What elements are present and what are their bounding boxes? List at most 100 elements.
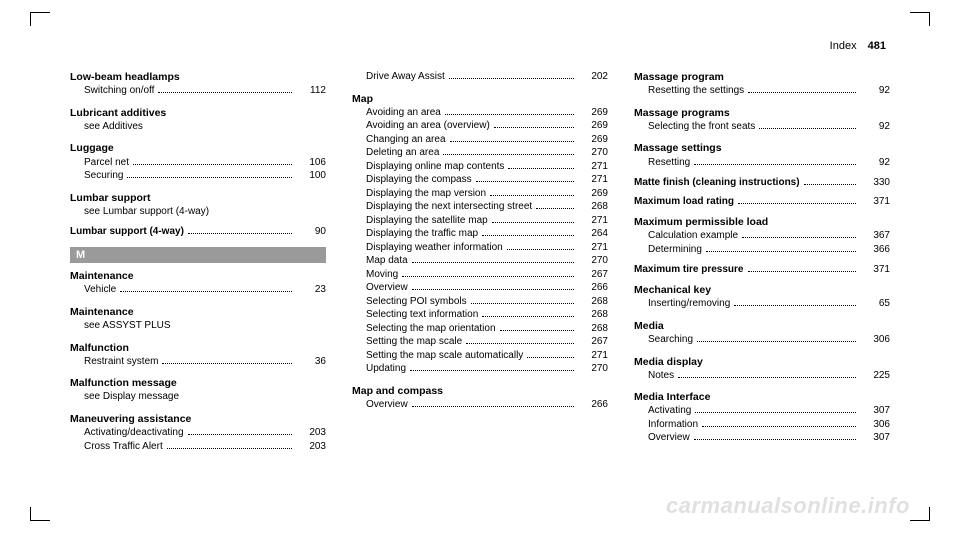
index-topic: Low-beam headlamps	[70, 70, 326, 84]
entry-label: Maximum load rating	[634, 196, 734, 207]
index-subentry: Displaying the next intersecting street2…	[352, 200, 608, 214]
entry-label: Deleting an area	[366, 146, 439, 160]
entry-label: Displaying the next intersecting street	[366, 200, 532, 214]
entry-label: Displaying the satellite map	[366, 214, 488, 228]
index-subentry: Displaying the compass271	[352, 173, 608, 187]
leader-dots	[476, 181, 574, 182]
entry-label: Selecting the map orientation	[366, 322, 496, 336]
entry-label: Matte finish (cleaning instructions)	[634, 177, 800, 188]
index-subentry: Activating307	[634, 404, 890, 418]
gap	[634, 207, 890, 215]
entry-page: 268	[578, 308, 608, 322]
leader-dots	[120, 291, 292, 292]
gap	[352, 84, 608, 92]
index-see-ref: see Additives	[70, 120, 326, 134]
column-2: Drive Away Assist202MapAvoiding an area2…	[352, 70, 608, 453]
entry-page: 367	[860, 229, 890, 243]
entry-page: 92	[860, 84, 890, 98]
entry-page: 65	[860, 297, 890, 311]
leader-dots	[748, 271, 857, 272]
index-subentry: Overview 266	[352, 398, 608, 412]
gap	[70, 333, 326, 341]
entry-page: 306	[860, 333, 890, 347]
leader-dots	[738, 203, 856, 204]
entry-label: Restraint system	[84, 355, 158, 369]
entry-page: 271	[578, 241, 608, 255]
entry-label: Avoiding an area (overview)	[366, 119, 490, 133]
leader-dots	[492, 222, 574, 223]
entry-page: 202	[578, 70, 608, 84]
entry-label: Map data	[366, 254, 408, 268]
leader-dots	[188, 233, 292, 234]
gap	[634, 311, 890, 319]
leader-dots	[804, 184, 856, 185]
leader-dots	[702, 426, 856, 427]
index-topic: Maintenance	[70, 305, 326, 319]
entry-label: Overview	[648, 431, 690, 445]
gap	[634, 347, 890, 355]
leader-dots	[536, 208, 574, 209]
leader-dots	[500, 330, 574, 331]
gap	[70, 183, 326, 191]
gap	[70, 404, 326, 412]
index-see-ref: see Lumbar support (4-way)	[70, 205, 326, 219]
entry-label: Updating	[366, 362, 406, 376]
gap	[634, 275, 890, 283]
leader-dots	[706, 251, 856, 252]
leader-dots	[748, 92, 856, 93]
leader-dots	[466, 343, 574, 344]
index-subentry: Searching 306	[634, 333, 890, 347]
crop-mark	[30, 507, 50, 521]
entry-label: Overview	[366, 398, 408, 412]
entry-page: 269	[578, 119, 608, 133]
entry-label: Displaying the map version	[366, 187, 486, 201]
index-subentry: Resetting the settings92	[634, 84, 890, 98]
entry-page: 307	[860, 404, 890, 418]
entry-label: Searching	[648, 333, 693, 347]
index-subentry: Inserting/removing 65	[634, 297, 890, 311]
index-subentry: Displaying weather information271	[352, 241, 608, 255]
entry-page: 270	[578, 254, 608, 268]
entry-label: Displaying the compass	[366, 173, 472, 187]
entry-page: 269	[578, 133, 608, 147]
entry-label: Maximum tire pressure	[634, 264, 744, 275]
gap	[634, 256, 890, 264]
entry-label: Parcel net	[84, 156, 129, 170]
index-topic: Massage program	[634, 70, 890, 84]
leader-dots	[759, 128, 856, 129]
entry-page: 330	[860, 177, 890, 188]
index-subentry: Resetting92	[634, 156, 890, 170]
index-see-ref: see ASSYST PLUS	[70, 319, 326, 333]
column-1: Low-beam headlampsSwitching on/off112Lub…	[70, 70, 326, 453]
index-topic: Map and compass	[352, 384, 608, 398]
entry-label: Information	[648, 418, 698, 432]
entry-page: 270	[578, 146, 608, 160]
entry-page: 269	[578, 106, 608, 120]
index-topic: Media Interface	[634, 390, 890, 404]
entry-page: 268	[578, 322, 608, 336]
entry-label: Avoiding an area	[366, 106, 441, 120]
leader-dots	[742, 237, 856, 238]
index-subentry: Displaying the traffic map264	[352, 227, 608, 241]
leader-dots	[127, 177, 292, 178]
entry-page: 271	[578, 214, 608, 228]
index-topic: Malfunction message	[70, 376, 326, 390]
entry-label: Setting the map scale automatically	[366, 349, 523, 363]
index-subentry: Information306	[634, 418, 890, 432]
index-subentry: Setting the map scale267	[352, 335, 608, 349]
index-topic: Map	[352, 92, 608, 106]
entry-page: 307	[860, 431, 890, 445]
leader-dots	[471, 303, 574, 304]
gap	[634, 382, 890, 390]
leader-dots	[482, 235, 574, 236]
entry-label: Moving	[366, 268, 398, 282]
gap	[70, 133, 326, 141]
index-columns: Low-beam headlampsSwitching on/off112Lub…	[70, 70, 890, 453]
entry-label: Displaying online map contents	[366, 160, 504, 174]
entry-label: Calculation example	[648, 229, 738, 243]
gap	[70, 368, 326, 376]
entry-page: 266	[578, 398, 608, 412]
entry-page: 264	[578, 227, 608, 241]
entry-label: Inserting/removing	[648, 297, 730, 311]
index-subentry: Moving267	[352, 268, 608, 282]
